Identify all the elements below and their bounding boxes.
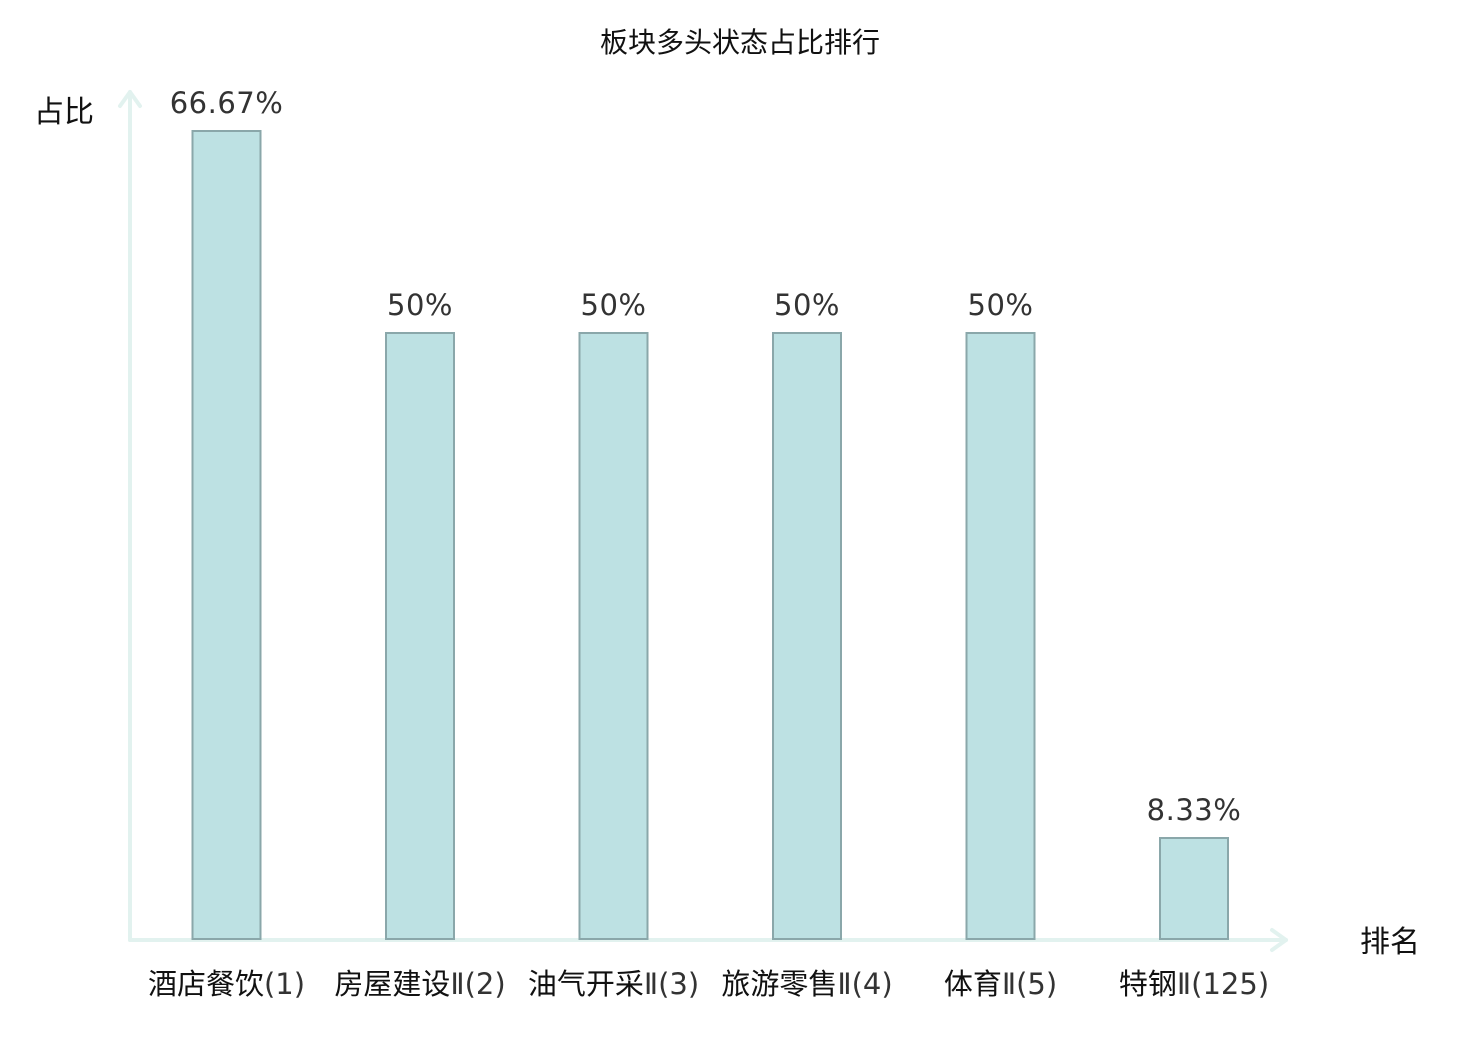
bar-3 bbox=[578, 332, 649, 940]
value-label-3: 50% bbox=[581, 288, 647, 322]
category-name-6: 特钢 bbox=[1119, 967, 1177, 1001]
category-label-6: 特钢Ⅱ(125) bbox=[1119, 967, 1269, 1001]
category-name-3: 油气开采 bbox=[528, 967, 644, 1001]
category-rank-5: Ⅱ(5) bbox=[1002, 967, 1057, 1001]
category-rank-3: Ⅱ(3) bbox=[644, 967, 699, 1001]
value-label-2: 50% bbox=[387, 288, 453, 322]
bars-layer bbox=[191, 130, 1229, 940]
category-labels-layer: 酒店餐饮(1) 房屋建设Ⅱ(2) 油气开采Ⅱ(3) 旅游零售Ⅱ(4) 体育Ⅱ(5) 特钢Ⅱ… bbox=[148, 967, 1269, 1001]
category-label-5: 体育Ⅱ(5) bbox=[944, 967, 1057, 1001]
category-label-3: 油气开采Ⅱ(3) bbox=[528, 967, 699, 1001]
value-label-5: 50% bbox=[968, 288, 1034, 322]
bar-2 bbox=[385, 332, 455, 940]
y-axis-arrow bbox=[118, 90, 142, 108]
x-axis-arrow bbox=[1270, 928, 1288, 952]
bar-6 bbox=[1159, 837, 1229, 940]
category-label-1: 酒店餐饮(1) bbox=[148, 967, 305, 1001]
category-rank-6: Ⅱ(125) bbox=[1177, 967, 1269, 1001]
value-label-6: 8.33% bbox=[1147, 793, 1242, 827]
value-label-4: 50% bbox=[774, 288, 840, 322]
category-label-2: 房屋建设Ⅱ(2) bbox=[334, 967, 505, 1001]
category-label-4: 旅游零售Ⅱ(4) bbox=[721, 967, 892, 1001]
category-rank-2: Ⅱ(2) bbox=[450, 967, 505, 1001]
bar-4 bbox=[772, 332, 842, 940]
category-rank-4: Ⅱ(4) bbox=[837, 967, 892, 1001]
bar-1 bbox=[191, 130, 262, 940]
chart-title: 板块多头状态占比排行 bbox=[600, 26, 880, 59]
y-axis-title: 占比 bbox=[34, 95, 94, 130]
bar-5 bbox=[965, 332, 1036, 940]
x-axis-title: 排名 bbox=[1360, 925, 1420, 960]
category-name-1: 酒店餐饮 bbox=[148, 967, 264, 1001]
category-name-2: 房屋建设 bbox=[334, 967, 450, 1001]
value-label-1: 66.67% bbox=[170, 86, 284, 120]
category-name-5: 体育 bbox=[944, 967, 1002, 1001]
category-name-4: 旅游零售 bbox=[721, 967, 837, 1001]
category-rank-1: (1) bbox=[264, 967, 305, 1001]
value-labels-layer: 66.67% 50% 50% 50% 50% 8.33% bbox=[170, 86, 1242, 827]
